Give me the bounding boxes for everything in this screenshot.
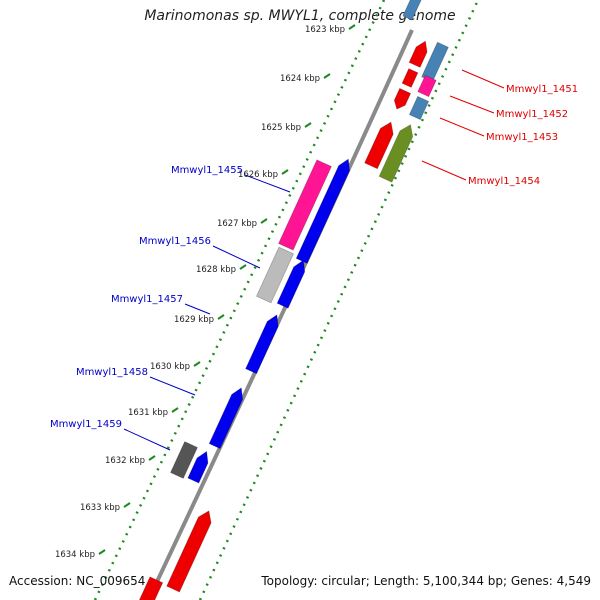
gene-red-a xyxy=(408,40,428,68)
tick-label: 1629 kbp xyxy=(174,315,214,325)
leader-line-left xyxy=(149,376,196,396)
tick-label: 1633 kbp xyxy=(80,503,120,513)
gene-label-left: Mmwyl1_1458 xyxy=(76,367,148,378)
gene-1458 xyxy=(208,387,244,450)
leader-line-right xyxy=(449,95,495,114)
gene-grey-block xyxy=(255,246,295,304)
gene-top-partial xyxy=(402,0,422,21)
tick-label: 1630 kbp xyxy=(150,362,190,372)
tick-mark xyxy=(193,361,201,367)
gene-1459 xyxy=(187,450,209,484)
leader-line-right xyxy=(439,117,485,137)
tick-mark xyxy=(217,314,225,320)
gene-red-f xyxy=(138,576,164,600)
tick-mark xyxy=(260,218,268,224)
tick-mark xyxy=(148,455,156,461)
gene-label-left: Mmwyl1_1459 xyxy=(50,419,122,430)
tick-label: 1632 kbp xyxy=(105,456,145,466)
tick-label: 1627 kbp xyxy=(217,219,257,229)
gene-label-right: Mmwyl1_1451 xyxy=(506,84,578,95)
gene-label-right: Mmwyl1_1452 xyxy=(496,109,568,120)
tick-label: 1623 kbp xyxy=(305,25,345,35)
gene-1455 xyxy=(295,158,351,264)
map-title: Marinomonas sp. MWYL1, complete genome xyxy=(144,8,456,24)
leader-line-left xyxy=(244,174,291,193)
leader-line-left xyxy=(184,303,211,315)
gene-red-c xyxy=(393,87,412,110)
gene-red-b xyxy=(401,68,419,88)
accession-label: Accession: NC_009654 xyxy=(9,574,146,588)
tick-label: 1631 kbp xyxy=(128,408,168,418)
gene-label-left: Mmwyl1_1456 xyxy=(139,236,211,247)
leader-line-right xyxy=(421,160,467,181)
gene-pink-block xyxy=(278,159,332,251)
gene-1452 xyxy=(417,74,437,98)
leader-line-left xyxy=(123,428,171,451)
gene-label-right: Mmwyl1_1454 xyxy=(468,176,540,187)
tick-mark xyxy=(98,549,106,555)
leader-line-right xyxy=(461,69,505,89)
tick-mark xyxy=(281,169,289,175)
tick-label: 1626 kbp xyxy=(238,170,278,180)
tick-label: 1634 kbp xyxy=(55,550,95,560)
tick-label: 1628 kbp xyxy=(196,265,236,275)
gene-red-d xyxy=(364,121,394,170)
gene-red-e xyxy=(166,510,212,593)
tick-mark xyxy=(123,502,131,508)
gene-label-left: Mmwyl1_1457 xyxy=(111,294,183,305)
tick-label: 1624 kbp xyxy=(280,74,320,84)
leader-line-left xyxy=(212,245,261,269)
tick-mark xyxy=(348,24,356,30)
backbone-line xyxy=(146,29,414,600)
tick-mark xyxy=(171,407,179,413)
tick-mark xyxy=(304,122,312,128)
scale-line-outer xyxy=(198,0,480,600)
tick-label: 1625 kbp xyxy=(261,123,301,133)
gene-label-right: Mmwyl1_1453 xyxy=(486,132,558,143)
genome-summary: Topology: circular; Length: 5,100,344 bp… xyxy=(261,574,591,588)
tick-mark xyxy=(323,73,331,79)
tick-mark xyxy=(239,264,247,270)
gene-1457 xyxy=(245,314,279,375)
gene-1454 xyxy=(378,124,414,183)
gene-label-left: Mmwyl1_1455 xyxy=(171,165,243,176)
gene-darkgrey-block xyxy=(170,441,198,479)
gene-1453 xyxy=(408,95,430,121)
gene-1456 xyxy=(276,259,306,309)
